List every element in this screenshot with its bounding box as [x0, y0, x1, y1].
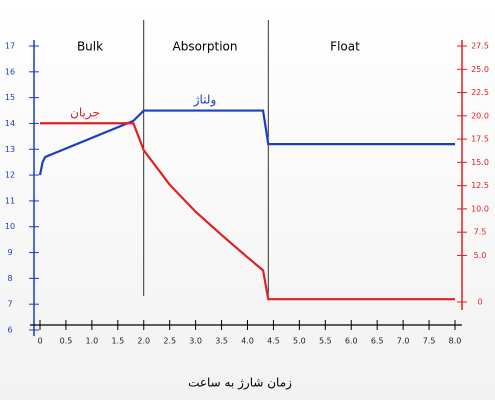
x-tick-label: 3.0 — [189, 337, 202, 346]
x-tick-label: 2.0 — [137, 337, 150, 346]
y2-tick-label: 17.5 — [471, 135, 489, 144]
x-tick-label: 7.5 — [423, 337, 436, 346]
y2-tick-label: 15.0 — [471, 158, 489, 167]
y2-tick-label: 7.5 — [474, 228, 487, 237]
x-tick-label: 1.5 — [111, 337, 124, 346]
y-tick-label: 11 — [5, 196, 15, 205]
x-tick-label: 0 — [37, 337, 42, 346]
x-tick-label: 2.5 — [163, 337, 176, 346]
y-tick-label: 8 — [7, 274, 12, 283]
series-line — [38, 109, 455, 176]
x-tick-label: 7.0 — [397, 337, 410, 346]
series-label: جریان — [70, 106, 100, 121]
y2-tick-label: 10.0 — [471, 204, 489, 213]
x-tick-label: 5.5 — [319, 337, 332, 346]
y-tick-label: 14 — [5, 119, 15, 128]
y2-tick-label: 20.0 — [471, 111, 489, 120]
y2-tick-label: 0 — [477, 298, 482, 307]
y2-tick-label: 25.0 — [471, 65, 489, 74]
series-label: ولتاژ — [193, 93, 217, 108]
x-tick-label: 3.5 — [215, 337, 228, 346]
y-tick-label: 12 — [5, 171, 15, 180]
y-tick-label: 17 — [5, 42, 15, 51]
x-tick-label: 0.5 — [60, 337, 73, 346]
phase-label: Bulk — [77, 40, 103, 54]
x-tick-label: 4.0 — [241, 337, 254, 346]
x-axis-title: زمان شارژ به ساعت — [188, 376, 292, 391]
y-tick-label: 13 — [5, 145, 15, 154]
x-tick-label: 1.0 — [86, 337, 99, 346]
y-tick-label: 16 — [5, 67, 15, 76]
x-tick-label: 6.5 — [371, 337, 384, 346]
y-tick-label: 9 — [7, 248, 12, 257]
y2-tick-label: 22.5 — [471, 88, 489, 97]
phase-label: Absorption — [173, 40, 238, 54]
y-tick-label: 7 — [7, 300, 12, 309]
y2-tick-label: 12.5 — [471, 181, 489, 190]
x-tick-label: 8.0 — [449, 337, 462, 346]
y-tick-label: 6 — [7, 326, 12, 335]
phase-label: Float — [330, 40, 360, 54]
series-line — [40, 122, 455, 301]
y2-tick-label: 27.5 — [471, 42, 489, 51]
x-tick-label: 5.0 — [293, 337, 306, 346]
x-tick-label: 4.5 — [267, 337, 280, 346]
x-tick-label: 6.0 — [345, 337, 358, 346]
y-tick-label: 10 — [5, 222, 15, 231]
y-tick-label: 15 — [5, 93, 15, 102]
y2-tick-label: 5.0 — [474, 251, 487, 260]
